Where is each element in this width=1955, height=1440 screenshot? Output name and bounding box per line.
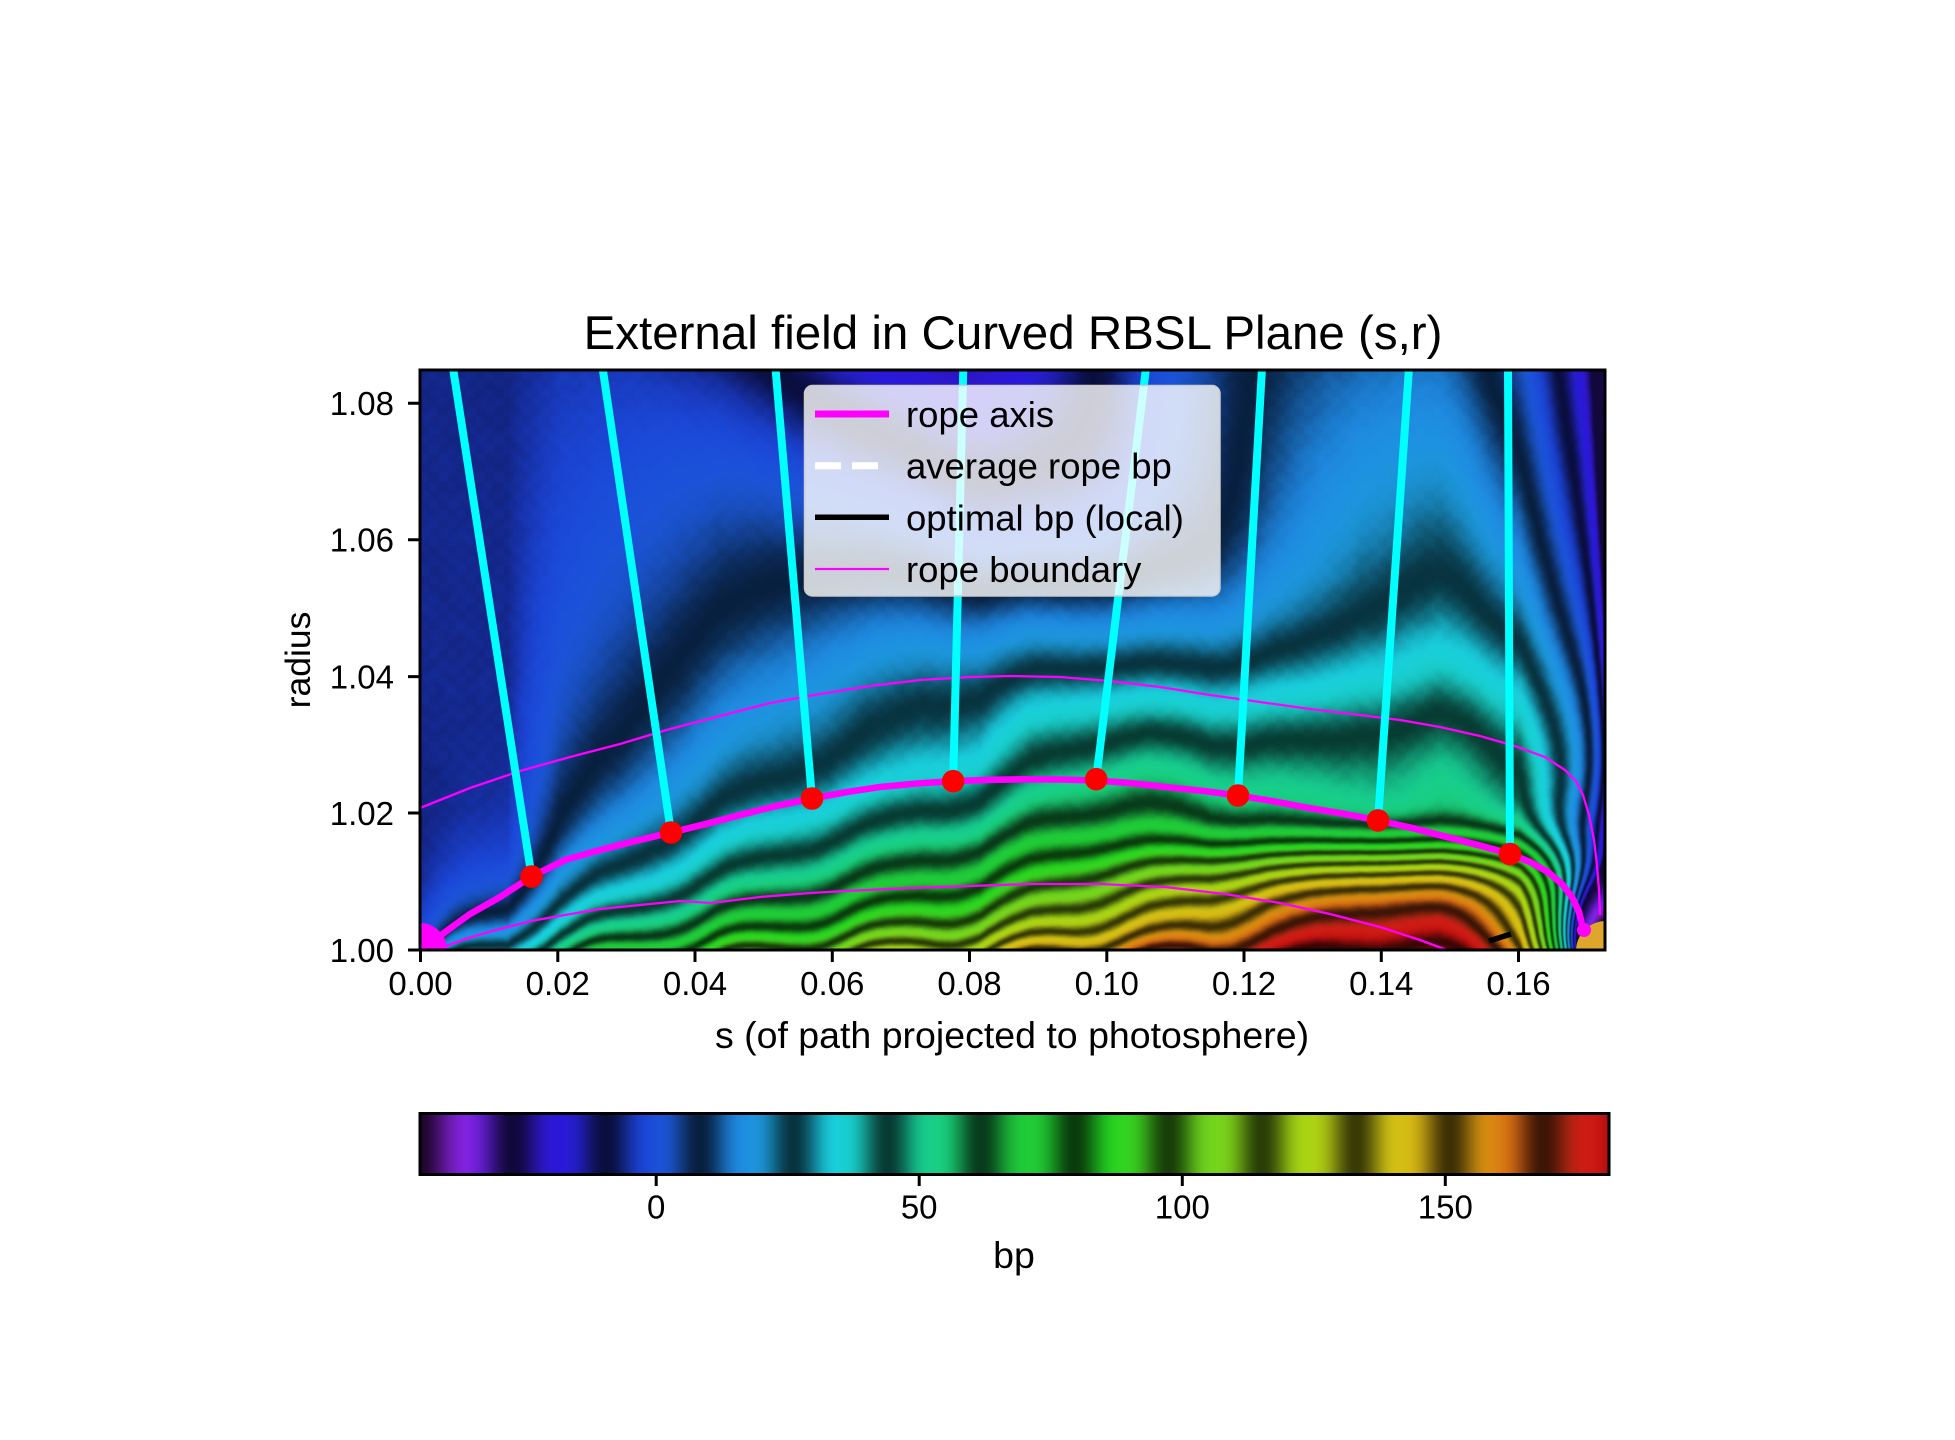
svg-text:0: 0 (647, 1189, 665, 1226)
svg-text:0.08: 0.08 (937, 965, 1001, 1002)
svg-text:0.00: 0.00 (388, 965, 452, 1002)
svg-text:1.00: 1.00 (330, 932, 394, 969)
svg-text:rope axis: rope axis (906, 394, 1054, 435)
svg-text:50: 50 (901, 1189, 938, 1226)
svg-text:0.02: 0.02 (526, 965, 590, 1002)
svg-text:rope boundary: rope boundary (906, 549, 1142, 590)
svg-text:External field in Curved RBSL: External field in Curved RBSL Plane (s,r… (584, 307, 1443, 360)
svg-text:1.04: 1.04 (330, 658, 394, 695)
svg-text:optimal bp (local): optimal bp (local) (906, 497, 1184, 538)
svg-text:0.14: 0.14 (1349, 965, 1413, 1002)
svg-text:s (of path projected to photos: s (of path projected to photosphere) (715, 1014, 1309, 1056)
svg-text:0.12: 0.12 (1212, 965, 1276, 1002)
svg-text:bp: bp (993, 1234, 1035, 1276)
svg-text:1.02: 1.02 (330, 795, 394, 832)
svg-text:0.16: 0.16 (1486, 965, 1550, 1002)
svg-text:radius: radius (278, 612, 318, 709)
svg-text:average rope bp: average rope bp (906, 446, 1172, 487)
svg-text:0.06: 0.06 (800, 965, 864, 1002)
svg-text:1.08: 1.08 (330, 385, 394, 422)
svg-text:100: 100 (1155, 1189, 1210, 1226)
svg-text:0.10: 0.10 (1075, 965, 1139, 1002)
svg-text:0.04: 0.04 (663, 965, 727, 1002)
svg-text:150: 150 (1418, 1189, 1473, 1226)
svg-text:1.06: 1.06 (330, 522, 394, 559)
